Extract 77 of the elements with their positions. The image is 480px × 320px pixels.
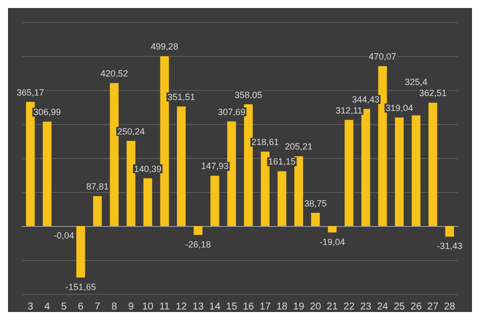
- data-label: 87,81: [86, 182, 109, 192]
- x-tick-label: 4: [44, 302, 50, 312]
- bar: [26, 102, 35, 226]
- bar: [210, 176, 220, 226]
- data-label: -31,43: [436, 241, 462, 252]
- bar: [143, 178, 152, 226]
- x-tick-label: 28: [444, 302, 456, 312]
- x-tick-label: 16: [242, 302, 254, 312]
- x-tick-label: 25: [394, 302, 406, 312]
- x-tick-label: 26: [410, 302, 422, 312]
- data-label: 205,21: [284, 142, 312, 152]
- bar: [260, 152, 270, 226]
- x-tick-label: 12: [176, 302, 188, 312]
- bar: [160, 56, 169, 226]
- bar: [394, 118, 404, 226]
- x-tick-label: 19: [293, 302, 305, 312]
- bar: [76, 226, 86, 278]
- data-label: 218,61: [251, 137, 279, 148]
- x-tick-label: 11: [159, 302, 170, 312]
- x-tick-label: 13: [192, 302, 204, 312]
- bar: [344, 120, 354, 226]
- x-tick-label: 27: [427, 302, 439, 312]
- data-label: 38,75: [304, 198, 327, 208]
- x-tick-label: 24: [376, 302, 389, 312]
- x-tick-label: 3: [28, 302, 34, 312]
- data-label: 325,4: [404, 76, 428, 87]
- bar: [176, 106, 186, 226]
- x-tick-label: 8: [111, 302, 118, 312]
- x-tick-label: 7: [94, 302, 101, 312]
- data-label: 351,51: [168, 92, 196, 102]
- bar: [244, 104, 253, 226]
- data-label: 312,11: [336, 105, 362, 116]
- x-tick-label: 23: [360, 302, 372, 312]
- bar: [42, 122, 52, 226]
- data-label: 499,28: [150, 42, 178, 52]
- bar: [412, 115, 420, 226]
- x-tick-label: 15: [226, 302, 238, 312]
- bar: [428, 102, 438, 226]
- data-label: 161,15: [268, 156, 296, 167]
- data-label: 420,52: [100, 68, 128, 79]
- bar: [126, 140, 136, 226]
- x-tick-label: 21: [326, 302, 338, 312]
- data-label: 147,93: [201, 161, 229, 172]
- data-label: 362,51: [419, 88, 447, 98]
- x-tick-label: 10: [142, 302, 154, 312]
- data-label: 140,39: [134, 164, 162, 174]
- x-tick-label: 17: [260, 302, 272, 312]
- bar: [378, 66, 387, 226]
- bar: [311, 212, 320, 226]
- data-label: 358,05: [234, 90, 262, 100]
- data-label: 470,07: [368, 52, 396, 62]
- data-label: -0,04: [54, 230, 74, 241]
- bar: [278, 171, 286, 226]
- bar: [294, 156, 304, 226]
- x-tick-label: 6: [78, 302, 84, 312]
- bar: [445, 226, 454, 237]
- x-tick-label: 5: [61, 302, 68, 312]
- data-label: 365,17: [16, 87, 44, 98]
- bar: [194, 226, 202, 235]
- bar: [110, 83, 119, 226]
- bar: [361, 108, 370, 226]
- data-label: 306,99: [33, 107, 61, 118]
- data-label: 250,24: [117, 126, 145, 136]
- x-tick-label: 14: [209, 302, 221, 312]
- data-label: 307,69: [218, 106, 246, 117]
- bar: [93, 196, 102, 226]
- x-tick-label: 20: [310, 302, 322, 312]
- data-label: -19,04: [319, 236, 345, 247]
- x-tick-label: 22: [343, 302, 355, 312]
- data-label: -151,65: [65, 282, 96, 292]
- data-label: 344,43: [352, 94, 380, 104]
- bar: [328, 226, 337, 232]
- x-tick-label: 18: [276, 302, 288, 312]
- data-label: -26,18: [185, 239, 211, 250]
- data-label: 319,04: [386, 103, 414, 114]
- bar: [227, 121, 236, 226]
- x-tick-label: 9: [128, 302, 134, 312]
